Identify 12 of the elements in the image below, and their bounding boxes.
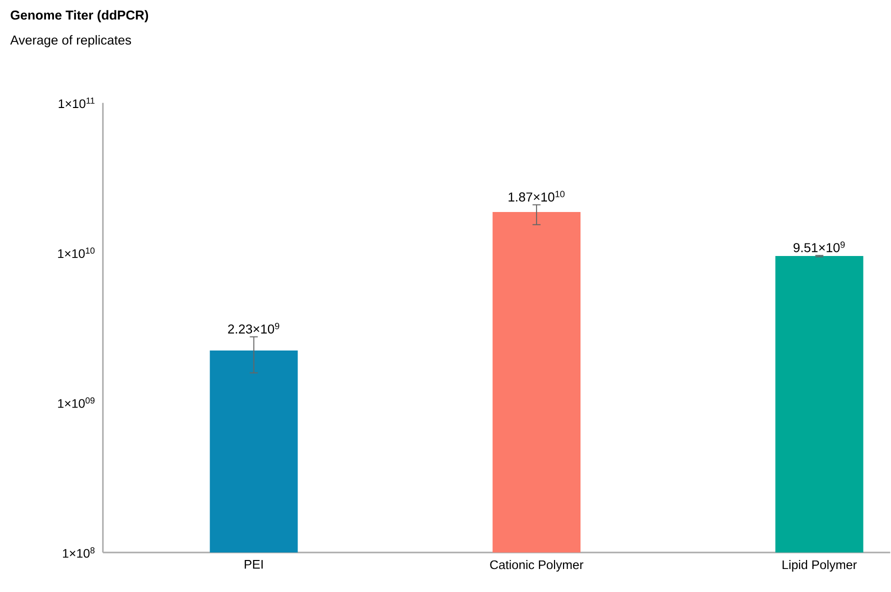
y-tick-label: 1×10$^{8}$ bbox=[62, 547, 95, 558]
y-tick-label: 1×10$^{09}$ bbox=[58, 398, 94, 408]
chart-subtitle: Average of replicates bbox=[10, 35, 132, 48]
x-tick-label: Lipid Polymer bbox=[782, 560, 857, 572]
data-label: 1.87×10$^{10}$ bbox=[508, 191, 565, 202]
y-tick-label: 1×10$^{10}$ bbox=[58, 248, 95, 258]
x-tick-label: PEI bbox=[244, 560, 263, 569]
data-label: 2.23×10$^{9}$ bbox=[228, 323, 280, 334]
x-tick-label: Cationic Polymer bbox=[490, 560, 584, 572]
chart-title: Genome Titer (ddPCR) bbox=[10, 10, 148, 22]
data-label: 9.51×10$^{9}$ bbox=[794, 242, 845, 252]
y-tick-label: 1×10$^{11}$ bbox=[58, 98, 94, 108]
